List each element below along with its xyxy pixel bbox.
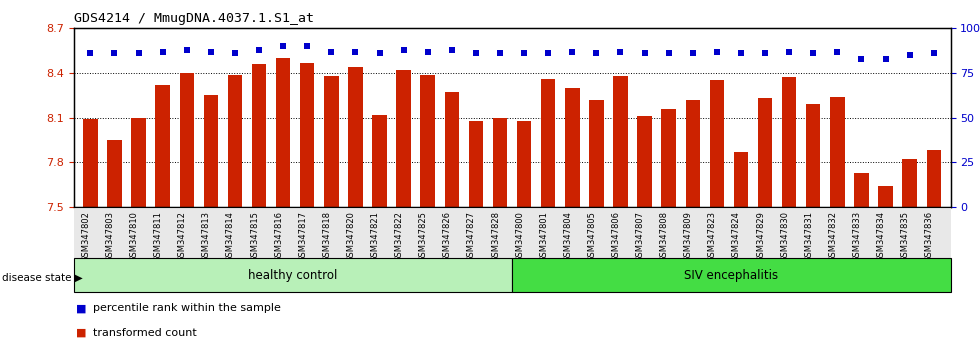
Bar: [926, 150, 941, 207]
Text: GSM347823: GSM347823: [708, 211, 716, 262]
Text: GSM347821: GSM347821: [370, 211, 379, 262]
Bar: [710, 80, 724, 207]
Bar: [589, 100, 604, 207]
Text: GSM347816: GSM347816: [274, 211, 283, 262]
Text: ■: ■: [76, 328, 87, 338]
Bar: [855, 173, 868, 207]
Bar: [565, 88, 579, 207]
Bar: [227, 74, 242, 207]
Text: ■: ■: [76, 303, 87, 313]
Bar: [420, 74, 435, 207]
Text: transformed count: transformed count: [93, 328, 197, 338]
Bar: [468, 121, 483, 207]
Text: GSM347800: GSM347800: [515, 211, 524, 262]
Text: GSM347826: GSM347826: [443, 211, 452, 262]
Text: GSM347828: GSM347828: [491, 211, 500, 262]
Text: GSM347825: GSM347825: [418, 211, 427, 262]
Bar: [252, 64, 267, 207]
Text: GSM347805: GSM347805: [587, 211, 597, 262]
Text: GSM347820: GSM347820: [346, 211, 356, 262]
Text: GSM347801: GSM347801: [539, 211, 548, 262]
Bar: [348, 67, 363, 207]
Text: disease state ▶: disease state ▶: [2, 273, 82, 283]
Bar: [734, 152, 748, 207]
Bar: [758, 98, 772, 207]
Bar: [541, 79, 556, 207]
Text: GSM347817: GSM347817: [298, 211, 308, 262]
Bar: [372, 115, 387, 207]
Text: GSM347814: GSM347814: [226, 211, 235, 262]
Bar: [493, 118, 508, 207]
Text: GSM347827: GSM347827: [466, 211, 476, 262]
Text: GSM347812: GSM347812: [177, 211, 187, 262]
Text: healthy control: healthy control: [248, 269, 337, 282]
Text: GSM347811: GSM347811: [154, 211, 163, 262]
Text: GSM347834: GSM347834: [876, 211, 886, 262]
Bar: [107, 140, 122, 207]
Text: GSM347810: GSM347810: [129, 211, 138, 262]
Text: GSM347806: GSM347806: [612, 211, 620, 262]
Bar: [637, 116, 652, 207]
Bar: [878, 186, 893, 207]
Bar: [300, 63, 315, 207]
Bar: [806, 104, 820, 207]
Bar: [445, 92, 459, 207]
Text: GSM347802: GSM347802: [81, 211, 90, 262]
Text: GSM347822: GSM347822: [395, 211, 404, 262]
Text: GSM347807: GSM347807: [636, 211, 645, 262]
Text: GSM347830: GSM347830: [780, 211, 789, 262]
Text: GSM347809: GSM347809: [684, 211, 693, 262]
Bar: [903, 159, 917, 207]
Text: GSM347833: GSM347833: [853, 211, 861, 262]
Text: SIV encephalitis: SIV encephalitis: [684, 269, 778, 282]
Text: GSM347815: GSM347815: [250, 211, 259, 262]
Bar: [74, 258, 512, 292]
Bar: [324, 76, 338, 207]
Bar: [83, 119, 98, 207]
Text: GSM347808: GSM347808: [660, 211, 668, 262]
Bar: [276, 58, 290, 207]
Text: GSM347831: GSM347831: [805, 211, 813, 262]
Bar: [662, 109, 676, 207]
Bar: [613, 76, 628, 207]
Bar: [830, 97, 845, 207]
Bar: [204, 95, 219, 207]
Bar: [516, 121, 531, 207]
Bar: [512, 258, 951, 292]
Text: GSM347835: GSM347835: [901, 211, 909, 262]
Text: GDS4214 / MmugDNA.4037.1.S1_at: GDS4214 / MmugDNA.4037.1.S1_at: [74, 12, 314, 25]
Bar: [686, 100, 700, 207]
Text: GSM347813: GSM347813: [202, 211, 211, 262]
Text: GSM347824: GSM347824: [732, 211, 741, 262]
Text: GSM347803: GSM347803: [106, 211, 115, 262]
Text: GSM347832: GSM347832: [828, 211, 837, 262]
Bar: [156, 85, 170, 207]
Text: GSM347804: GSM347804: [564, 211, 572, 262]
Text: GSM347818: GSM347818: [322, 211, 331, 262]
Text: percentile rank within the sample: percentile rank within the sample: [93, 303, 281, 313]
Bar: [396, 70, 411, 207]
Text: GSM347836: GSM347836: [925, 211, 934, 262]
Bar: [179, 73, 194, 207]
Bar: [131, 118, 146, 207]
Text: GSM347829: GSM347829: [756, 211, 765, 262]
Bar: [782, 78, 797, 207]
